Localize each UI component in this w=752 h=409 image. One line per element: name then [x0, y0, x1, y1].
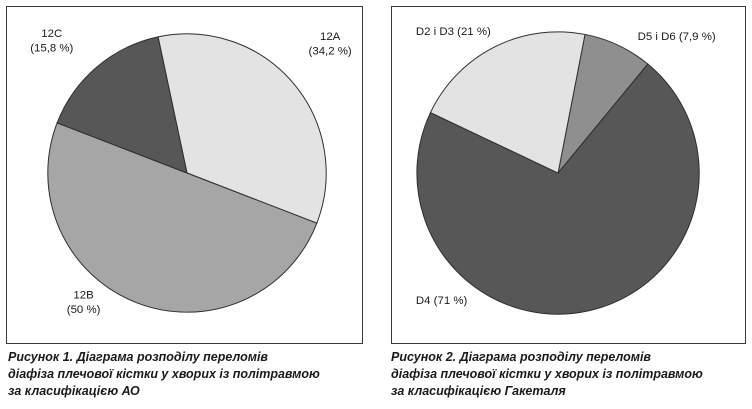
caption-line: Рисунок 1. Діаграма розподілу переломів [8, 350, 268, 364]
caption-line: за класифікацією АО [8, 384, 140, 398]
slice-label: 12A [320, 31, 341, 43]
caption-line: діафіза плечової кістки у хворих із полі… [391, 367, 703, 381]
slice-label: D2 і D3 (21 %) [416, 26, 491, 38]
pie-slice [416, 63, 700, 315]
caption-line: діафіза плечової кістки у хворих із полі… [8, 367, 320, 381]
figure-2-caption: Рисунок 2. Діаграма розподілу переломів … [391, 349, 703, 400]
pie-ao-plot: 12A (34,2 %) 12B (50 %) 12C (15,8 %) [30, 28, 352, 316]
pie-slice [157, 33, 327, 224]
pie-chart-hackethal: D5 і D6 (7,9 %) D4 (71 %) D2 і D3 (21 %) [391, 6, 746, 344]
figure-1-caption: Рисунок 1. Діаграма розподілу переломів … [8, 349, 320, 400]
caption-line: за класифікацією Гакеталя [391, 384, 566, 398]
slice-label: D4 (71 %) [416, 295, 468, 307]
slice-value-label: (15,8 %) [30, 43, 73, 55]
pie-hackethal-plot: D5 і D6 (7,9 %) D4 (71 %) D2 і D3 (21 %) [416, 26, 716, 315]
pie-slice [429, 31, 586, 174]
slice-value-label: (50 %) [67, 304, 101, 316]
slice-label: 12B [73, 289, 94, 301]
pie-chart-ao: 12A (34,2 %) 12B (50 %) 12C (15,8 %) [6, 6, 363, 344]
slice-label: D5 і D6 (7,9 %) [638, 31, 716, 43]
caption-line: Рисунок 2. Діаграма розподілу переломів [391, 350, 651, 364]
pie-slice [47, 122, 318, 313]
slice-label: 12C [41, 28, 62, 40]
pie-slice [56, 36, 188, 174]
slice-value-label: (34,2 %) [309, 46, 352, 58]
